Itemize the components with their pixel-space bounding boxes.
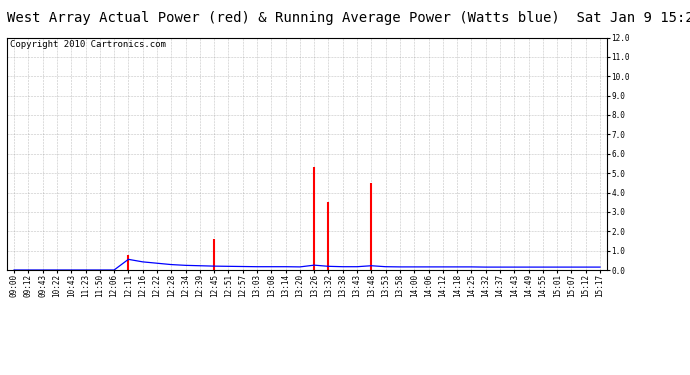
Text: Copyright 2010 Cartronics.com: Copyright 2010 Cartronics.com bbox=[10, 40, 166, 49]
Text: West Array Actual Power (red) & Running Average Power (Watts blue)  Sat Jan 9 15: West Array Actual Power (red) & Running … bbox=[7, 11, 690, 25]
